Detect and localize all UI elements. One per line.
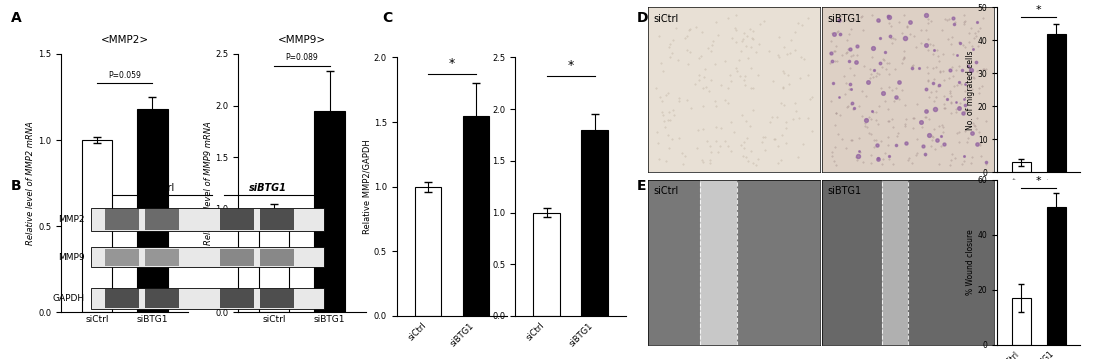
Bar (137, 109, 167, 312)
Y-axis label: Relative MMP9/GAPDH: Relative MMP9/GAPDH (481, 139, 490, 234)
FancyBboxPatch shape (91, 247, 324, 267)
Text: siCtrl: siCtrl (150, 183, 175, 193)
FancyBboxPatch shape (145, 209, 179, 230)
Bar (463, 116, 490, 316)
Bar (82, 140, 112, 312)
Text: P=0.059: P=0.059 (109, 71, 141, 80)
Bar (1047, 34, 1066, 172)
Text: siBTG1: siBTG1 (249, 183, 287, 193)
Text: *: * (567, 59, 574, 72)
Title: <MMP9>: <MMP9> (278, 35, 326, 45)
Bar (582, 130, 608, 316)
Y-axis label: Relative level of MMP9 mRNA: Relative level of MMP9 mRNA (204, 121, 213, 245)
Bar (259, 209, 289, 312)
Bar (1012, 298, 1030, 345)
Text: *: * (1036, 5, 1042, 15)
FancyBboxPatch shape (91, 288, 324, 309)
Text: C: C (382, 11, 392, 25)
Text: siCtrl: siCtrl (654, 14, 678, 24)
FancyBboxPatch shape (219, 249, 254, 266)
Text: siBTG1: siBTG1 (828, 14, 861, 24)
FancyBboxPatch shape (145, 289, 179, 308)
FancyBboxPatch shape (105, 249, 138, 266)
Text: GAPDH: GAPDH (52, 294, 84, 303)
FancyBboxPatch shape (219, 289, 254, 308)
Bar (315, 111, 345, 312)
Y-axis label: No. of migrated cells: No. of migrated cells (966, 50, 975, 130)
FancyBboxPatch shape (260, 209, 294, 230)
Bar (533, 213, 560, 316)
Text: P=0.089: P=0.089 (286, 53, 318, 62)
Text: E: E (637, 180, 647, 194)
FancyBboxPatch shape (260, 249, 294, 266)
FancyBboxPatch shape (260, 289, 294, 308)
Bar (882, 180, 909, 345)
Text: *: * (449, 57, 455, 70)
FancyBboxPatch shape (105, 209, 138, 230)
Y-axis label: % Wound closure: % Wound closure (966, 229, 975, 295)
FancyBboxPatch shape (145, 249, 179, 266)
Text: MMP9: MMP9 (58, 253, 84, 262)
Bar (1047, 207, 1066, 345)
Text: siCtrl: siCtrl (654, 186, 678, 196)
Bar (700, 180, 738, 345)
Text: siBTG1: siBTG1 (828, 186, 861, 196)
Text: *: * (1036, 176, 1042, 186)
Bar (414, 187, 441, 316)
Y-axis label: Relative level of MMP2 mRNA: Relative level of MMP2 mRNA (27, 121, 35, 245)
FancyBboxPatch shape (219, 209, 254, 230)
Y-axis label: Relative MMP2/GAPDH: Relative MMP2/GAPDH (362, 139, 371, 234)
Bar (1012, 162, 1030, 172)
Title: <MMP2>: <MMP2> (101, 35, 148, 45)
Text: B: B (11, 180, 22, 194)
FancyBboxPatch shape (91, 208, 324, 231)
Text: MMP2: MMP2 (58, 215, 84, 224)
Text: D: D (637, 11, 648, 25)
Text: A: A (11, 11, 22, 25)
FancyBboxPatch shape (105, 289, 138, 308)
